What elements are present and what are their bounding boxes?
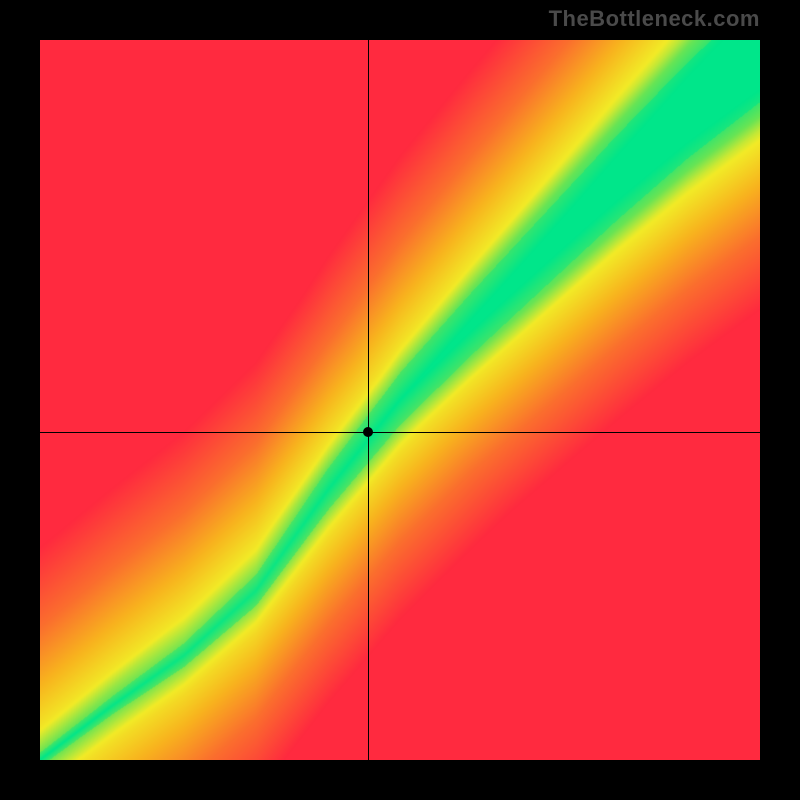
watermark-text: TheBottleneck.com bbox=[549, 6, 760, 32]
crosshair-horizontal bbox=[40, 432, 760, 433]
heatmap-plot bbox=[40, 40, 760, 760]
heatmap-canvas bbox=[40, 40, 760, 760]
crosshair-vertical bbox=[368, 40, 369, 760]
crosshair-marker bbox=[363, 427, 373, 437]
